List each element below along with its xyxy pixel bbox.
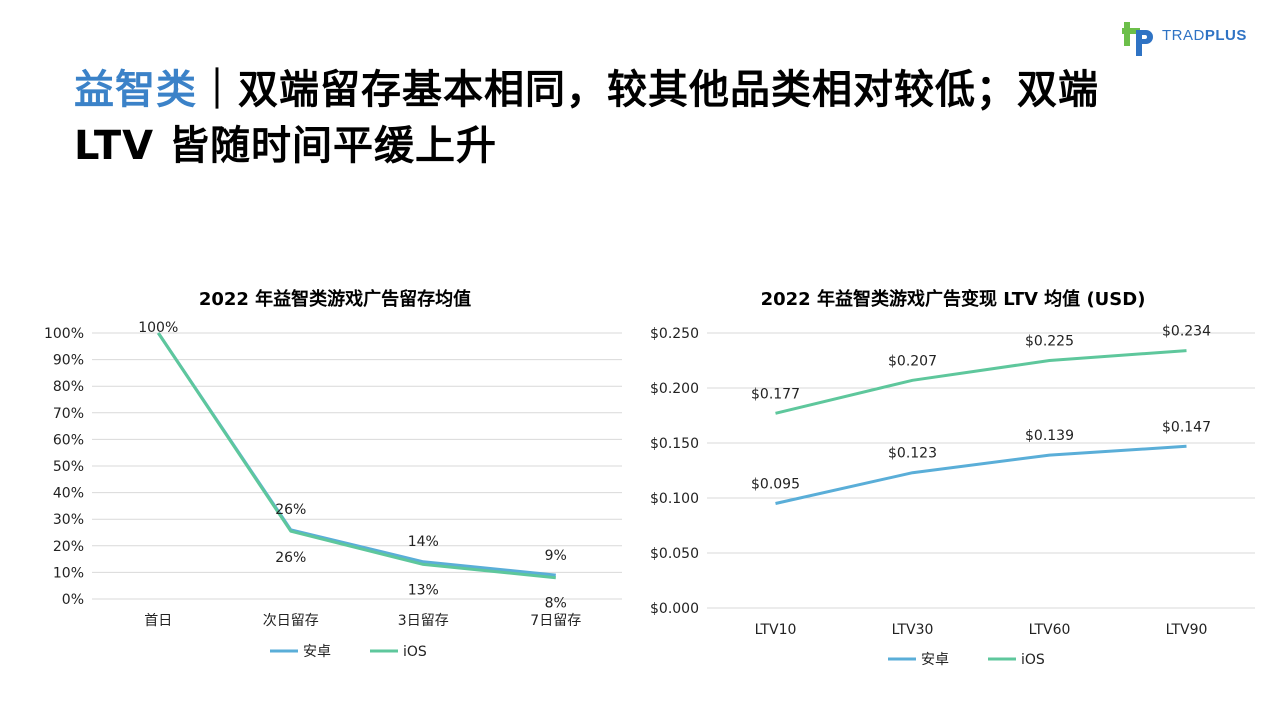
retention-data-label: 13% (408, 582, 439, 598)
ltv-y-tick-label: $0.100 (650, 491, 699, 507)
retention-legend-label: iOS (403, 644, 427, 660)
retention-y-tick-label: 80% (53, 379, 84, 395)
ltv-data-label: $0.139 (1025, 428, 1074, 444)
page-title-rest: ｜双端留存基本相同，较其他品类相对较低；双端 LTV 皆随时间平缓上升 (74, 67, 1099, 169)
retention-y-tick-label: 90% (53, 353, 84, 369)
retention-chart-title: 2022 年益智类游戏广告留存均值 (199, 288, 471, 310)
retention-data-label: 100% (138, 320, 178, 336)
ltv-data-label: $0.147 (1162, 419, 1211, 435)
ltv-data-label: $0.234 (1162, 324, 1211, 340)
page-title: 益智类｜双端留存基本相同，较其他品类相对较低；双端 LTV 皆随时间平缓上升 (74, 62, 1154, 174)
ltv-data-label: $0.177 (751, 386, 800, 402)
retention-x-tick-label: 次日留存 (263, 613, 319, 629)
ltv-legend-label: iOS (1021, 652, 1045, 668)
tradplus-logo-icon (1122, 22, 1153, 56)
retention-data-label: 9% (545, 548, 567, 564)
logo-text: TRADPLUS (1162, 27, 1247, 44)
retention-series-line-ios (157, 332, 556, 580)
retention-y-tick-label: 0% (62, 592, 84, 608)
ltv-y-tick-label: $0.200 (650, 381, 699, 397)
retention-data-label: 26% (275, 502, 306, 518)
retention-y-tick-label: 50% (53, 459, 84, 475)
retention-y-tick-label: 20% (53, 539, 84, 555)
retention-y-tick-label: 60% (53, 432, 84, 448)
ltv-x-tick-label: LTV30 (892, 622, 934, 638)
retention-x-tick-label: 3日留存 (398, 613, 449, 629)
ltv-data-label: $0.095 (751, 477, 800, 493)
retention-data-label: 26% (275, 550, 306, 566)
ltv-y-tick-label: $0.050 (650, 546, 699, 562)
ltv-data-label: $0.207 (888, 353, 937, 369)
retention-y-tick-label: 70% (53, 406, 84, 422)
retention-x-tick-label: 首日 (144, 613, 172, 629)
retention-y-tick-label: 40% (53, 486, 84, 502)
retention-y-tick-label: 10% (53, 565, 84, 581)
ltv-legend-label: 安卓 (921, 652, 949, 668)
ltv-series-line-android (775, 444, 1187, 505)
ltv-x-tick-label: LTV90 (1166, 622, 1208, 638)
ltv-x-tick-label: LTV60 (1029, 622, 1071, 638)
ltv-series-line-ios (775, 349, 1187, 415)
retention-y-tick-label: 30% (53, 512, 84, 528)
ltv-x-tick-label: LTV10 (755, 622, 797, 638)
retention-data-label: 14% (408, 534, 439, 550)
ltv-y-tick-label: $0.000 (650, 601, 699, 617)
retention-data-label: 8% (545, 596, 567, 612)
ltv-y-tick-label: $0.250 (650, 326, 699, 342)
retention-x-tick-label: 7日留存 (530, 613, 581, 629)
retention-legend-label: 安卓 (303, 644, 331, 660)
ltv-chart-title: 2022 年益智类游戏广告变现 LTV 均值 (USD) (761, 288, 1146, 310)
page-title-accent: 益智类 (74, 67, 197, 113)
ltv-data-label: $0.225 (1025, 334, 1074, 350)
ltv-y-tick-label: $0.150 (650, 436, 699, 452)
ltv-data-label: $0.123 (888, 446, 937, 462)
retention-y-tick-label: 100% (44, 326, 84, 342)
